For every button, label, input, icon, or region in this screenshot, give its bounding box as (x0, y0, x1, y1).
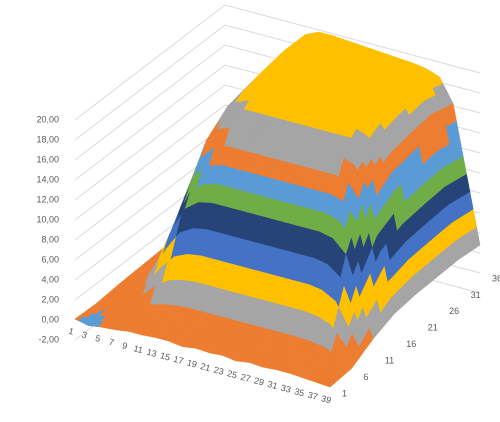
y-tick-label: -2,00 (38, 334, 59, 344)
x-tick-label: 7 (108, 337, 115, 348)
y-tick-label: 14,00 (36, 174, 59, 184)
depth-tick-label: 6 (363, 372, 368, 382)
depth-tick-label: 11 (385, 356, 394, 366)
x-tick-label: 31 (266, 379, 278, 391)
x-tick-label: 9 (121, 340, 128, 351)
depth-tick-label: 36 (492, 273, 500, 283)
y-tick-label: 0,00 (41, 314, 59, 324)
depth-tick-label: 26 (449, 306, 459, 316)
x-tick-label: 5 (94, 333, 101, 344)
x-tick-label: 23 (213, 365, 225, 377)
y-tick-label: 2,00 (41, 294, 59, 304)
x-tick-label: 35 (293, 386, 305, 398)
grid-line (74, 4, 481, 121)
y-tick-label: 8,00 (41, 234, 59, 244)
x-tick-label: 17 (172, 354, 184, 366)
y-tick-label: 12,00 (36, 194, 59, 204)
x-tick-label: 15 (159, 350, 171, 362)
x-tick-label: 19 (186, 357, 198, 369)
depth-tick-label: 16 (406, 339, 416, 349)
surface-facet (326, 380, 336, 388)
x-tick-label: 25 (226, 368, 238, 380)
y-tick-label: 6,00 (41, 254, 59, 264)
x-tick-label: 39 (320, 393, 332, 405)
y-tick-label: 4,00 (41, 274, 59, 284)
x-tick-label: 21 (199, 361, 211, 373)
depth-tick-label: 21 (428, 323, 438, 333)
x-tick-label: 29 (253, 375, 265, 387)
x-tick-label: 27 (240, 372, 252, 384)
x-tick-label: 13 (146, 347, 158, 359)
x-tick-label: 11 (132, 343, 144, 355)
x-tick-label: 33 (280, 383, 292, 395)
x-tick-label: 1 (67, 326, 74, 337)
x-tick-label: 3 (81, 329, 88, 340)
x-tick-label: 37 (307, 390, 319, 402)
depth-tick-label: 1 (342, 388, 347, 398)
y-tick-label: 20,00 (36, 114, 59, 124)
depth-tick-label: 31 (471, 290, 481, 300)
y-tick-label: 16,00 (36, 154, 59, 164)
y-tick-label: 10,00 (36, 214, 59, 224)
y-tick-label: 18,00 (36, 134, 59, 144)
